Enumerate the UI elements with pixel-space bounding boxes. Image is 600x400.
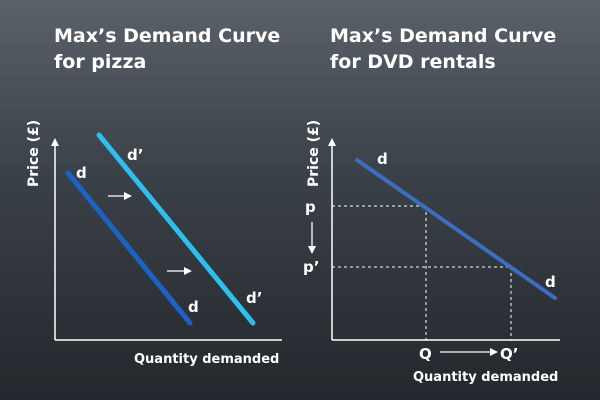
pizza-title-line1: Max’s Demand Curve	[54, 25, 281, 47]
pizza-curve-d-prime-label-bottom: d’	[246, 289, 262, 307]
dvd-title-line1: Max’s Demand Curve	[330, 25, 557, 47]
pizza-curve-d-prime-label-top: d’	[127, 146, 143, 164]
dvd-price-p-prime-label: p’	[303, 258, 319, 276]
dvd-curve-label-bottom: d	[545, 273, 556, 291]
dvd-chart-title: Max’s Demand Curve for DVD rentals	[330, 24, 556, 75]
pizza-chart: Price (£) Quantity demanded d d d’ d’	[26, 120, 282, 367]
dvd-title-line2: for DVD rentals	[330, 50, 496, 73]
dvd-y-axis-label: Price (£)	[306, 120, 322, 187]
dvd-price-p-label: p	[305, 198, 316, 216]
pizza-title-line2: for pizza	[54, 50, 147, 73]
dvd-chart: Price (£) Quantity demanded d d p p’ Q Q…	[303, 120, 560, 385]
pizza-curve-d-label-bottom: d	[188, 298, 199, 316]
dvd-quantity-q-prime-label: Q’	[500, 345, 518, 363]
dvd-curve-label-top: d	[377, 150, 388, 168]
dvd-quantity-q-label: Q	[419, 345, 432, 363]
pizza-demand-curve-d	[65, 170, 193, 326]
pizza-demand-curve-d-prime	[96, 132, 256, 326]
dvd-demand-curve	[355, 158, 557, 300]
dvd-x-axis-label: Quantity demanded	[413, 370, 558, 385]
pizza-y-axis-label: Price (£)	[26, 120, 42, 187]
pizza-curve-d-label-top: d	[76, 164, 87, 182]
pizza-chart-title: Max’s Demand Curve for pizza	[54, 24, 280, 75]
pizza-x-axis-label: Quantity demanded	[134, 352, 279, 367]
